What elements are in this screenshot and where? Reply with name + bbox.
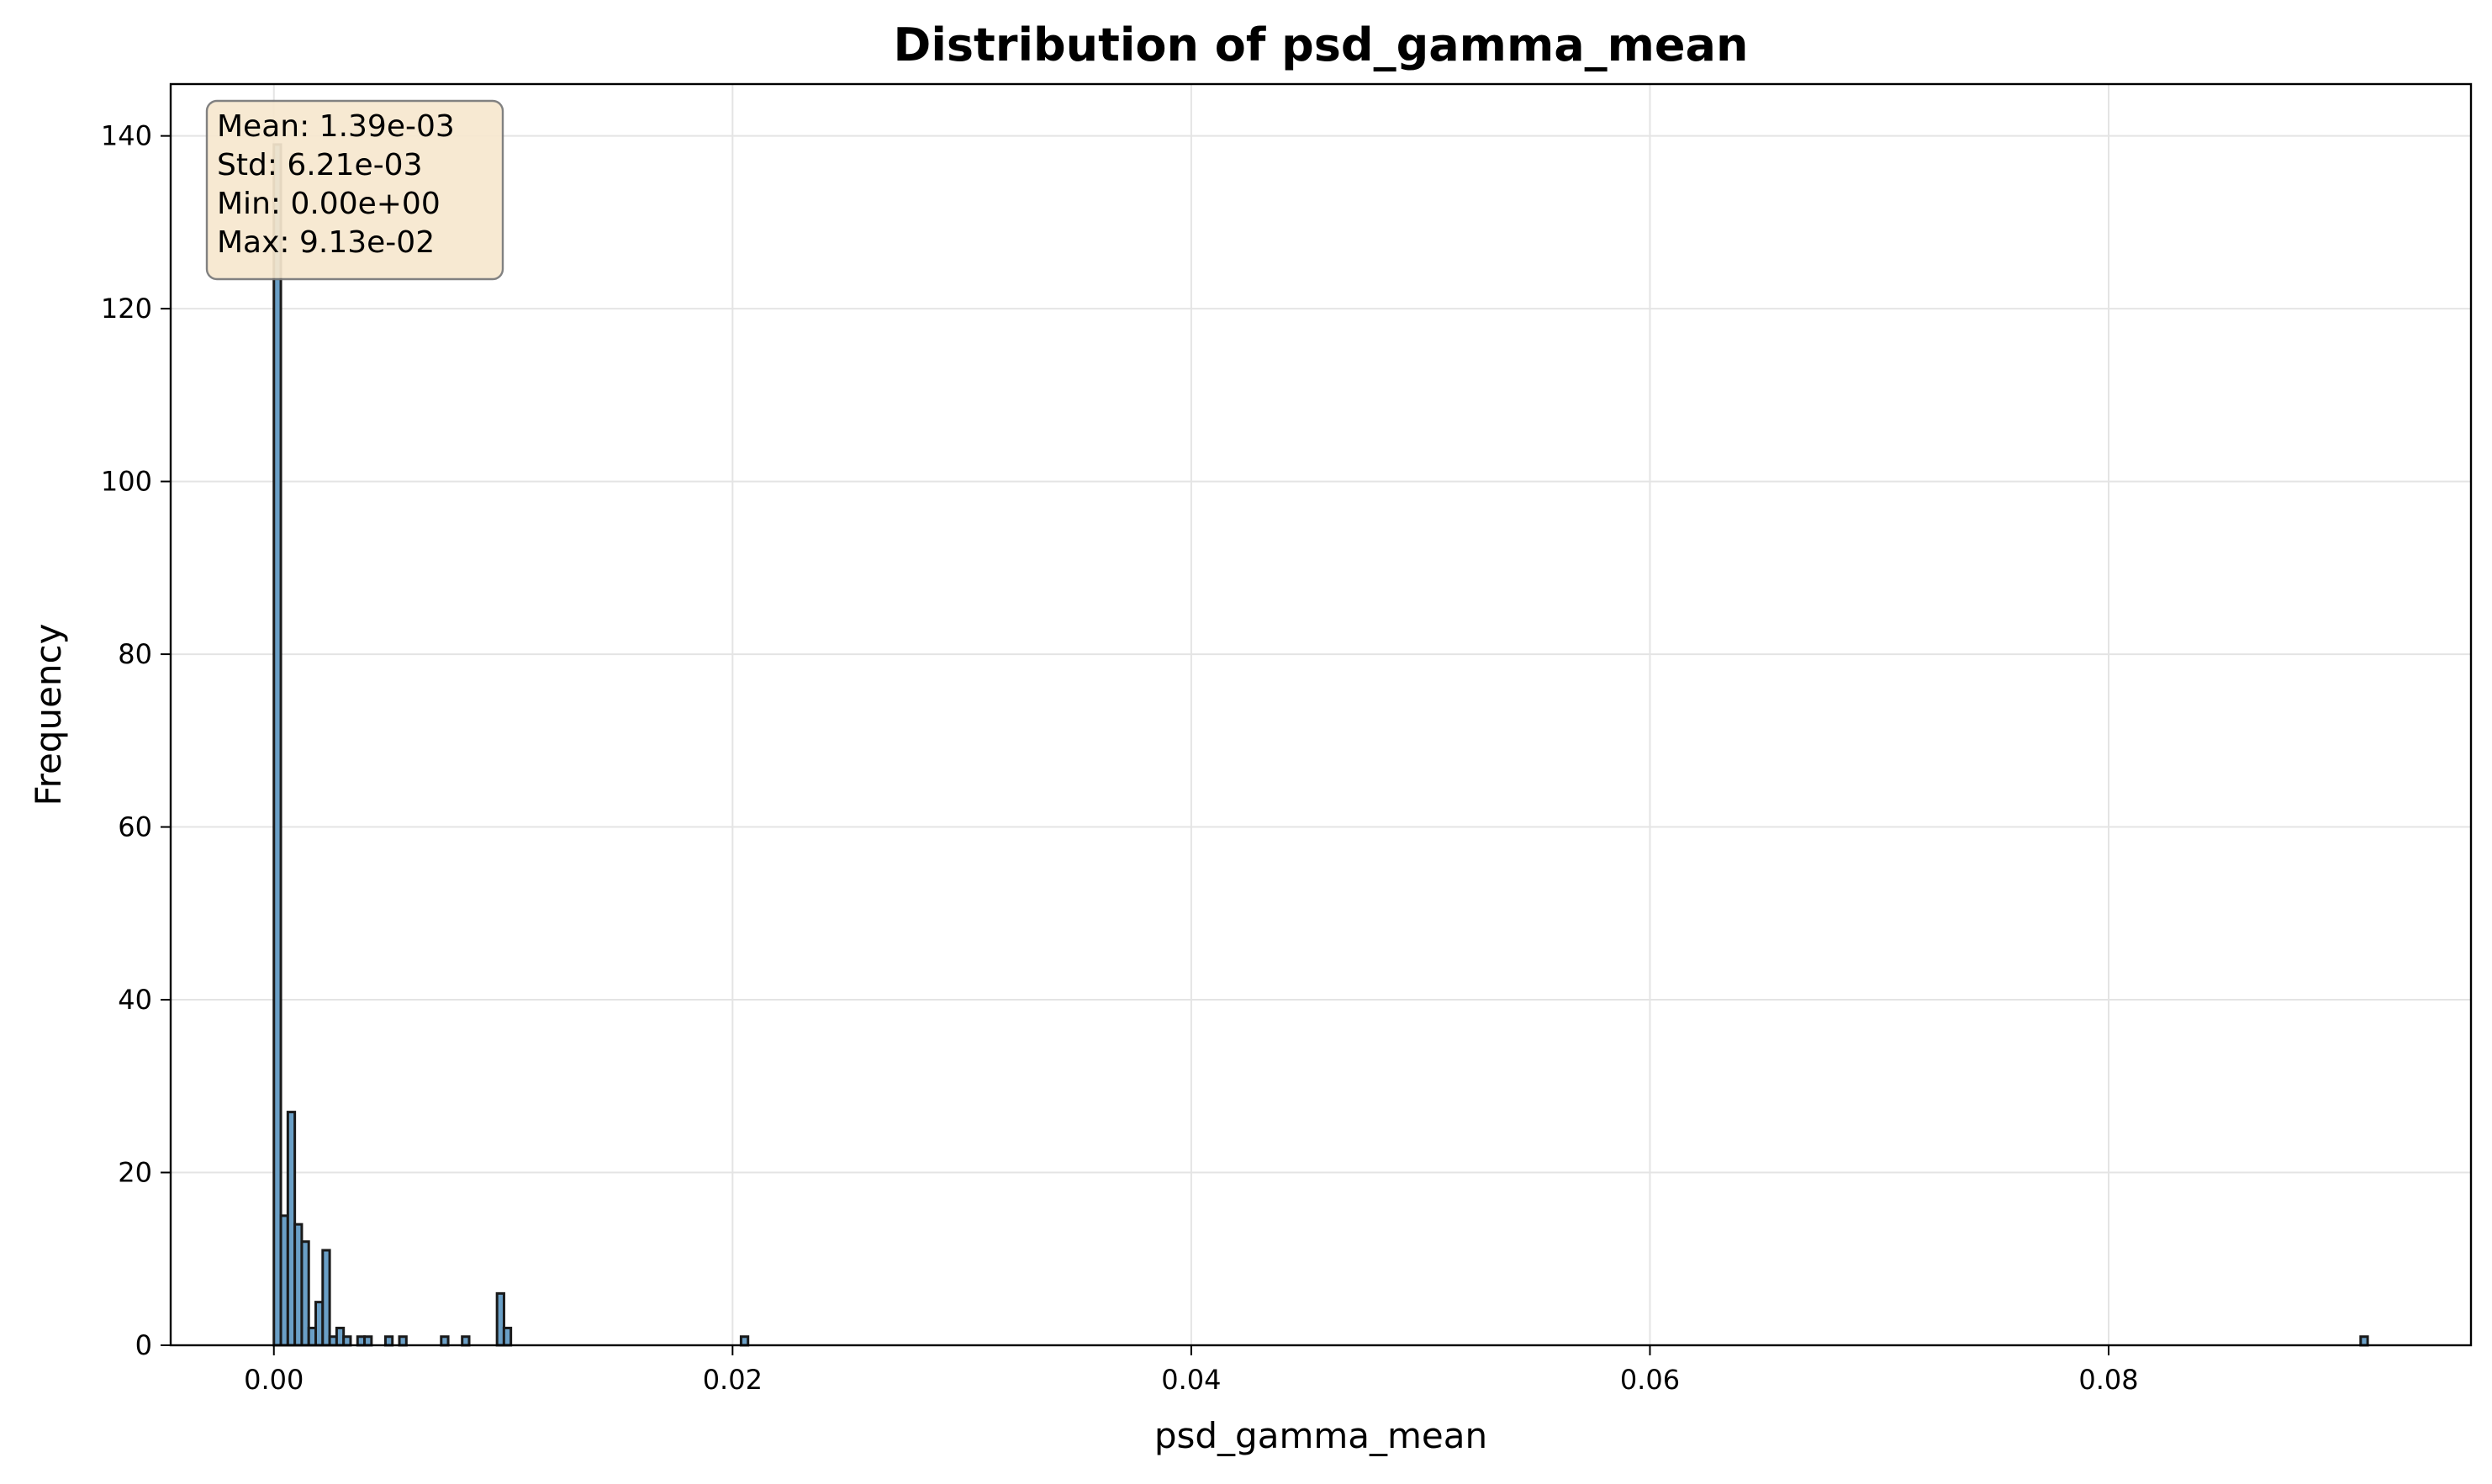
y-axis-label: Frequency	[28, 624, 69, 806]
stats-box-background	[205, 99, 504, 281]
y-tick-label: 20	[118, 1157, 152, 1189]
histogram-bar	[2359, 1335, 2369, 1347]
y-tick-label: 80	[118, 638, 152, 670]
histogram-bar	[398, 1335, 408, 1347]
stats-box: Mean: 1.39e-03 Std: 6.21e-03 Min: 0.00e+…	[205, 99, 504, 281]
histogram-bar	[321, 1249, 331, 1347]
plot-area-frame	[169, 82, 2473, 1347]
stats-std: Std: 6.21e-03	[217, 148, 423, 182]
x-tick-label: 0.08	[2078, 1364, 2138, 1396]
y-tick-label: 100	[101, 466, 152, 498]
x-tick-label: 0.00	[244, 1364, 304, 1396]
histogram-bar	[383, 1335, 394, 1347]
histogram-bar	[272, 143, 282, 1347]
histogram-bar	[739, 1335, 750, 1347]
grid-lines	[171, 84, 2471, 1346]
y-tick-label: 0	[135, 1329, 152, 1361]
chart-title: Distribution of psd_gamma_mean	[894, 18, 1749, 71]
y-tick-label: 140	[101, 120, 152, 152]
x-axis-ticks: 0.00 0.02 0.04 0.06 0.08	[244, 1345, 2139, 1396]
y-tick-label: 40	[118, 984, 152, 1016]
x-tick-label: 0.06	[1620, 1364, 1680, 1396]
stats-mean: Mean: 1.39e-03	[217, 109, 455, 144]
histogram-bar	[461, 1335, 471, 1347]
histogram-bar	[502, 1326, 513, 1347]
histogram-bar	[440, 1335, 450, 1347]
stats-min: Min: 0.00e+00	[217, 187, 441, 221]
y-tick-label: 120	[101, 293, 152, 325]
x-tick-label: 0.04	[1161, 1364, 1221, 1396]
histogram-bar	[363, 1335, 373, 1347]
histogram-bar	[342, 1335, 352, 1347]
x-axis-label: psd_gamma_mean	[1154, 1415, 1487, 1456]
stats-max: Max: 9.13e-02	[217, 225, 435, 260]
y-axis-ticks: 0 20 40 60 80 100 120 140	[101, 120, 171, 1361]
y-tick-label: 60	[118, 811, 152, 843]
x-tick-label: 0.02	[703, 1364, 763, 1396]
